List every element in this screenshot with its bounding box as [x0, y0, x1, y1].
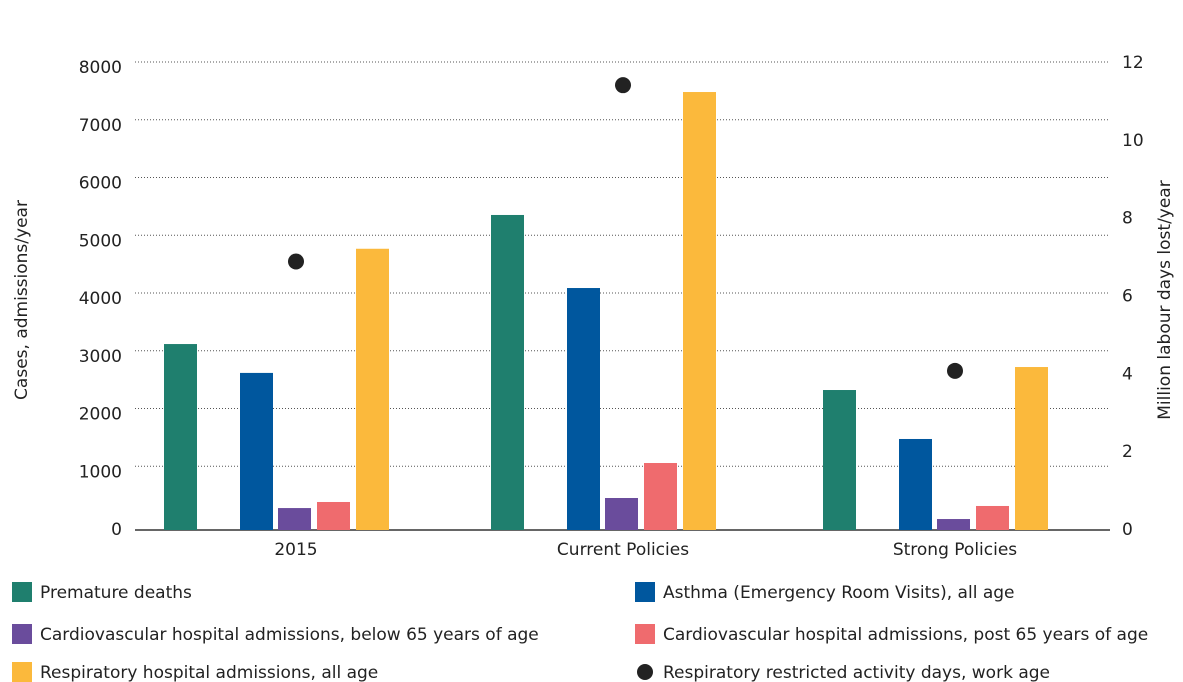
y2-tick-label: 6	[1122, 287, 1133, 307]
bar	[164, 344, 197, 530]
y-tick-label: 7000	[79, 116, 122, 136]
legend-label: Premature deaths	[40, 583, 192, 603]
bar	[605, 498, 638, 530]
y2-tick-label: 10	[1122, 131, 1144, 151]
legend-marker	[635, 582, 655, 602]
bar	[317, 501, 350, 530]
dot	[288, 253, 304, 270]
bar	[278, 508, 311, 530]
y-tick-label: 0	[111, 520, 122, 540]
y-tick-label: 4000	[79, 289, 122, 309]
y-tick-label: 6000	[79, 174, 122, 194]
y-tick-label: 5000	[79, 231, 122, 251]
legend-marker	[12, 662, 32, 682]
x-tick-label: 2015	[274, 540, 317, 560]
y2-tick-label: 8	[1122, 209, 1133, 229]
bar	[683, 92, 716, 531]
y-axis-label: Cases, admissions/year	[12, 200, 32, 400]
bar	[1015, 367, 1048, 530]
legend-label: Cardiovascular hospital admissions, belo…	[40, 625, 539, 645]
legend-label: Asthma (Emergency Room Visits), all age	[663, 583, 1015, 603]
legend-label: Respiratory restricted activity days, wo…	[663, 663, 1050, 682]
y-tick-label: 1000	[79, 462, 122, 482]
legend-marker	[635, 624, 655, 644]
y-tick-label: 3000	[79, 347, 122, 367]
legend-marker	[12, 624, 32, 644]
bar	[976, 505, 1009, 530]
y2-tick-label: 4	[1122, 364, 1133, 384]
dot	[947, 362, 963, 379]
y2-tick-label: 2	[1122, 442, 1133, 462]
x-tick-label: Strong Policies	[893, 540, 1017, 560]
y2-tick-label: 0	[1122, 520, 1133, 540]
dot	[615, 77, 631, 94]
bar	[240, 372, 273, 530]
bar	[356, 248, 389, 530]
legend-marker	[12, 582, 32, 602]
y-tick-label: 2000	[79, 405, 122, 425]
legend-marker	[637, 664, 653, 680]
bar	[567, 288, 600, 530]
legend-label: Respiratory hospital admissions, all age	[40, 663, 378, 682]
bar	[644, 463, 677, 530]
bar	[491, 214, 524, 530]
bar	[823, 390, 856, 530]
y2-tick-label: 12	[1122, 53, 1144, 73]
legend-label: Cardiovascular hospital admissions, post…	[663, 625, 1148, 645]
x-tick-label: Current Policies	[557, 540, 689, 560]
y-tick-label: 8000	[79, 58, 122, 78]
bar	[899, 438, 932, 530]
y2-axis-label: Million labour days lost/year	[1155, 180, 1175, 419]
bar	[937, 519, 970, 530]
